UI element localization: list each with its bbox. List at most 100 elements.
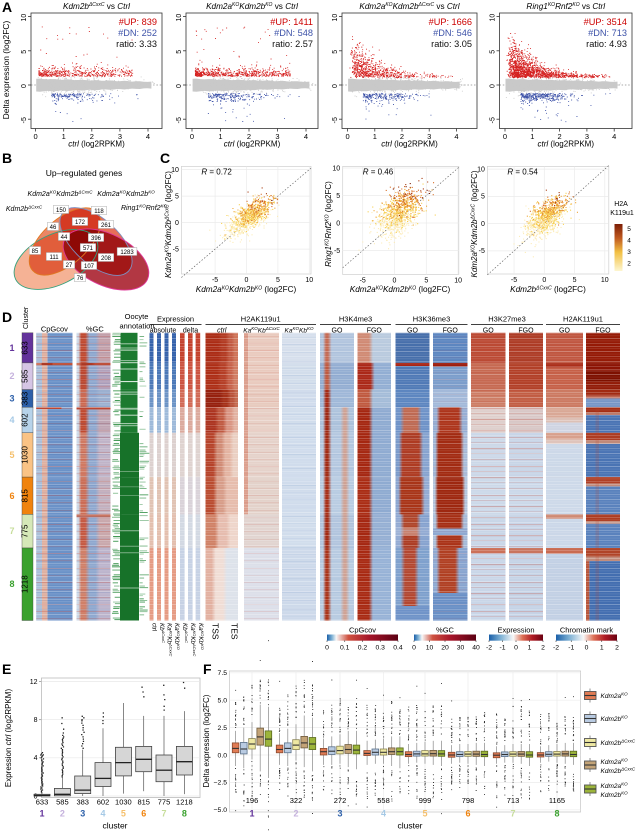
svg-text:-5: -5: [511, 277, 517, 284]
svg-text:#DN: 548: #DN: 548: [274, 28, 313, 38]
svg-text:815: 815: [21, 489, 30, 503]
svg-text:40: 40: [472, 645, 480, 652]
svg-text:4: 4: [304, 132, 308, 141]
svg-text:713: 713: [507, 796, 520, 805]
svg-text:396: 396: [91, 236, 102, 242]
svg-text:Ring1KORnf2KO: Ring1KORnf2KO: [121, 204, 168, 213]
svg-text:ratio: 4.93: ratio: 4.93: [586, 39, 627, 49]
svg-text:Oocyte: Oocyte: [125, 312, 149, 321]
svg-text:0: 0: [346, 132, 350, 141]
svg-text:K119u1: K119u1: [610, 210, 634, 217]
svg-text:−2.5: −2.5: [214, 780, 228, 787]
svg-text:H2A: H2A: [614, 201, 628, 208]
svg-text:GO: GO: [332, 328, 343, 335]
svg-text:0: 0: [481, 221, 485, 228]
svg-text:Cluster: Cluster: [23, 306, 30, 329]
svg-text:ctrl: ctrl: [151, 623, 158, 631]
svg-text:5: 5: [627, 226, 631, 233]
svg-text:4: 4: [146, 132, 150, 141]
svg-text:2: 2: [60, 809, 65, 819]
svg-text:Kdm2aKOKdm2bKO (log2FC): Kdm2aKOKdm2bKO (log2FC): [196, 285, 297, 294]
svg-text:4: 4: [612, 132, 616, 141]
svg-text:0: 0: [21, 84, 28, 88]
svg-text:10: 10: [305, 277, 313, 284]
svg-text:5: 5: [481, 194, 485, 201]
svg-text:1: 1: [218, 132, 222, 141]
svg-text:2: 2: [9, 371, 14, 381]
svg-text:1030: 1030: [115, 798, 132, 807]
svg-text:KaKOKbΔCxxC: KaKOKbΔCxxC: [243, 326, 280, 335]
svg-text:383: 383: [21, 391, 30, 405]
svg-text:-5: -5: [176, 117, 183, 123]
svg-text:383: 383: [76, 798, 89, 807]
svg-text:1218: 1218: [176, 798, 193, 807]
svg-text:TES: TES: [230, 623, 240, 640]
svg-text:4: 4: [34, 755, 38, 762]
svg-text:annotation: annotation: [119, 322, 154, 331]
svg-text:-2: -2: [486, 645, 492, 652]
svg-text:602: 602: [97, 798, 110, 807]
svg-text:1283: 1283: [120, 250, 134, 256]
svg-text:F: F: [203, 661, 212, 677]
svg-text:798: 798: [462, 796, 475, 805]
svg-text:Kdm2bΔCxxC: Kdm2bΔCxxC: [601, 739, 636, 748]
svg-text:ctrl (log2RPKM): ctrl (log2RPKM): [224, 140, 281, 149]
svg-text:0: 0: [332, 84, 339, 88]
svg-text:585: 585: [56, 798, 69, 807]
svg-text:8: 8: [9, 579, 14, 589]
svg-text:118: 118: [94, 209, 104, 215]
svg-text:0: 0: [393, 278, 397, 285]
svg-text:4: 4: [381, 809, 386, 819]
svg-text:775: 775: [158, 798, 171, 807]
svg-text:cluster: cluster: [102, 821, 127, 831]
svg-text:Expression: Expression: [497, 626, 534, 635]
svg-text:5: 5: [175, 193, 179, 200]
svg-text:3: 3: [427, 132, 431, 141]
svg-text:5: 5: [121, 809, 126, 819]
svg-text:Kdm2bKO: Kdm2bKO: [601, 791, 629, 800]
svg-text:5: 5: [422, 809, 427, 819]
svg-text:R = 0.46: R = 0.46: [363, 168, 394, 177]
svg-text:261: 261: [101, 223, 112, 229]
svg-text:-5: -5: [21, 117, 28, 123]
svg-text:2: 2: [541, 645, 545, 652]
svg-text:4: 4: [9, 415, 14, 425]
svg-text:5: 5: [573, 277, 577, 284]
svg-text:5: 5: [176, 50, 183, 54]
svg-text:76: 76: [77, 276, 84, 282]
svg-text:ctrl (log2RPKM): ctrl (log2RPKM): [68, 140, 125, 149]
svg-text:10: 10: [601, 277, 609, 284]
svg-text:0: 0: [412, 645, 416, 652]
svg-text:0.2: 0.2: [358, 645, 368, 652]
svg-text:GO: GO: [407, 328, 418, 335]
svg-text:Kdm2aKO: Kdm2aKO: [601, 758, 629, 767]
svg-text:KaKOKbΔCxxC: KaKOKbΔCxxC: [189, 623, 197, 657]
svg-text:10: 10: [490, 14, 497, 22]
svg-text:-2: -2: [553, 645, 559, 652]
svg-text:1: 1: [530, 132, 534, 141]
svg-text:GO: GO: [559, 328, 570, 335]
svg-text:1: 1: [600, 645, 604, 652]
svg-text:absolute: absolute: [150, 328, 177, 335]
svg-text:Kdm2bΔCxxC: Kdm2bΔCxxC: [601, 767, 636, 776]
svg-text:0: 0: [176, 84, 183, 88]
svg-text:12: 12: [30, 679, 38, 686]
svg-text:85: 85: [32, 249, 39, 255]
svg-text:30: 30: [457, 645, 465, 652]
svg-text:FGO: FGO: [595, 328, 611, 335]
svg-text:-5: -5: [479, 248, 485, 255]
svg-text:20: 20: [441, 645, 449, 652]
svg-text:-1: -1: [499, 645, 505, 652]
svg-text:KbΔCxxC: KbΔCxxC: [181, 623, 189, 643]
svg-text:322: 322: [290, 796, 303, 805]
svg-text:Kdm2aKO: Kdm2aKO: [601, 782, 629, 791]
svg-text:10: 10: [332, 14, 339, 22]
svg-text:633: 633: [36, 798, 49, 807]
svg-text:111: 111: [49, 255, 59, 261]
svg-text:196: 196: [246, 796, 259, 805]
svg-text:−5.0: −5.0: [214, 807, 228, 814]
svg-text:R = 0.72: R = 0.72: [201, 168, 232, 177]
svg-text:0: 0: [336, 220, 340, 227]
svg-text:5: 5: [21, 50, 28, 54]
svg-text:7: 7: [161, 809, 166, 819]
